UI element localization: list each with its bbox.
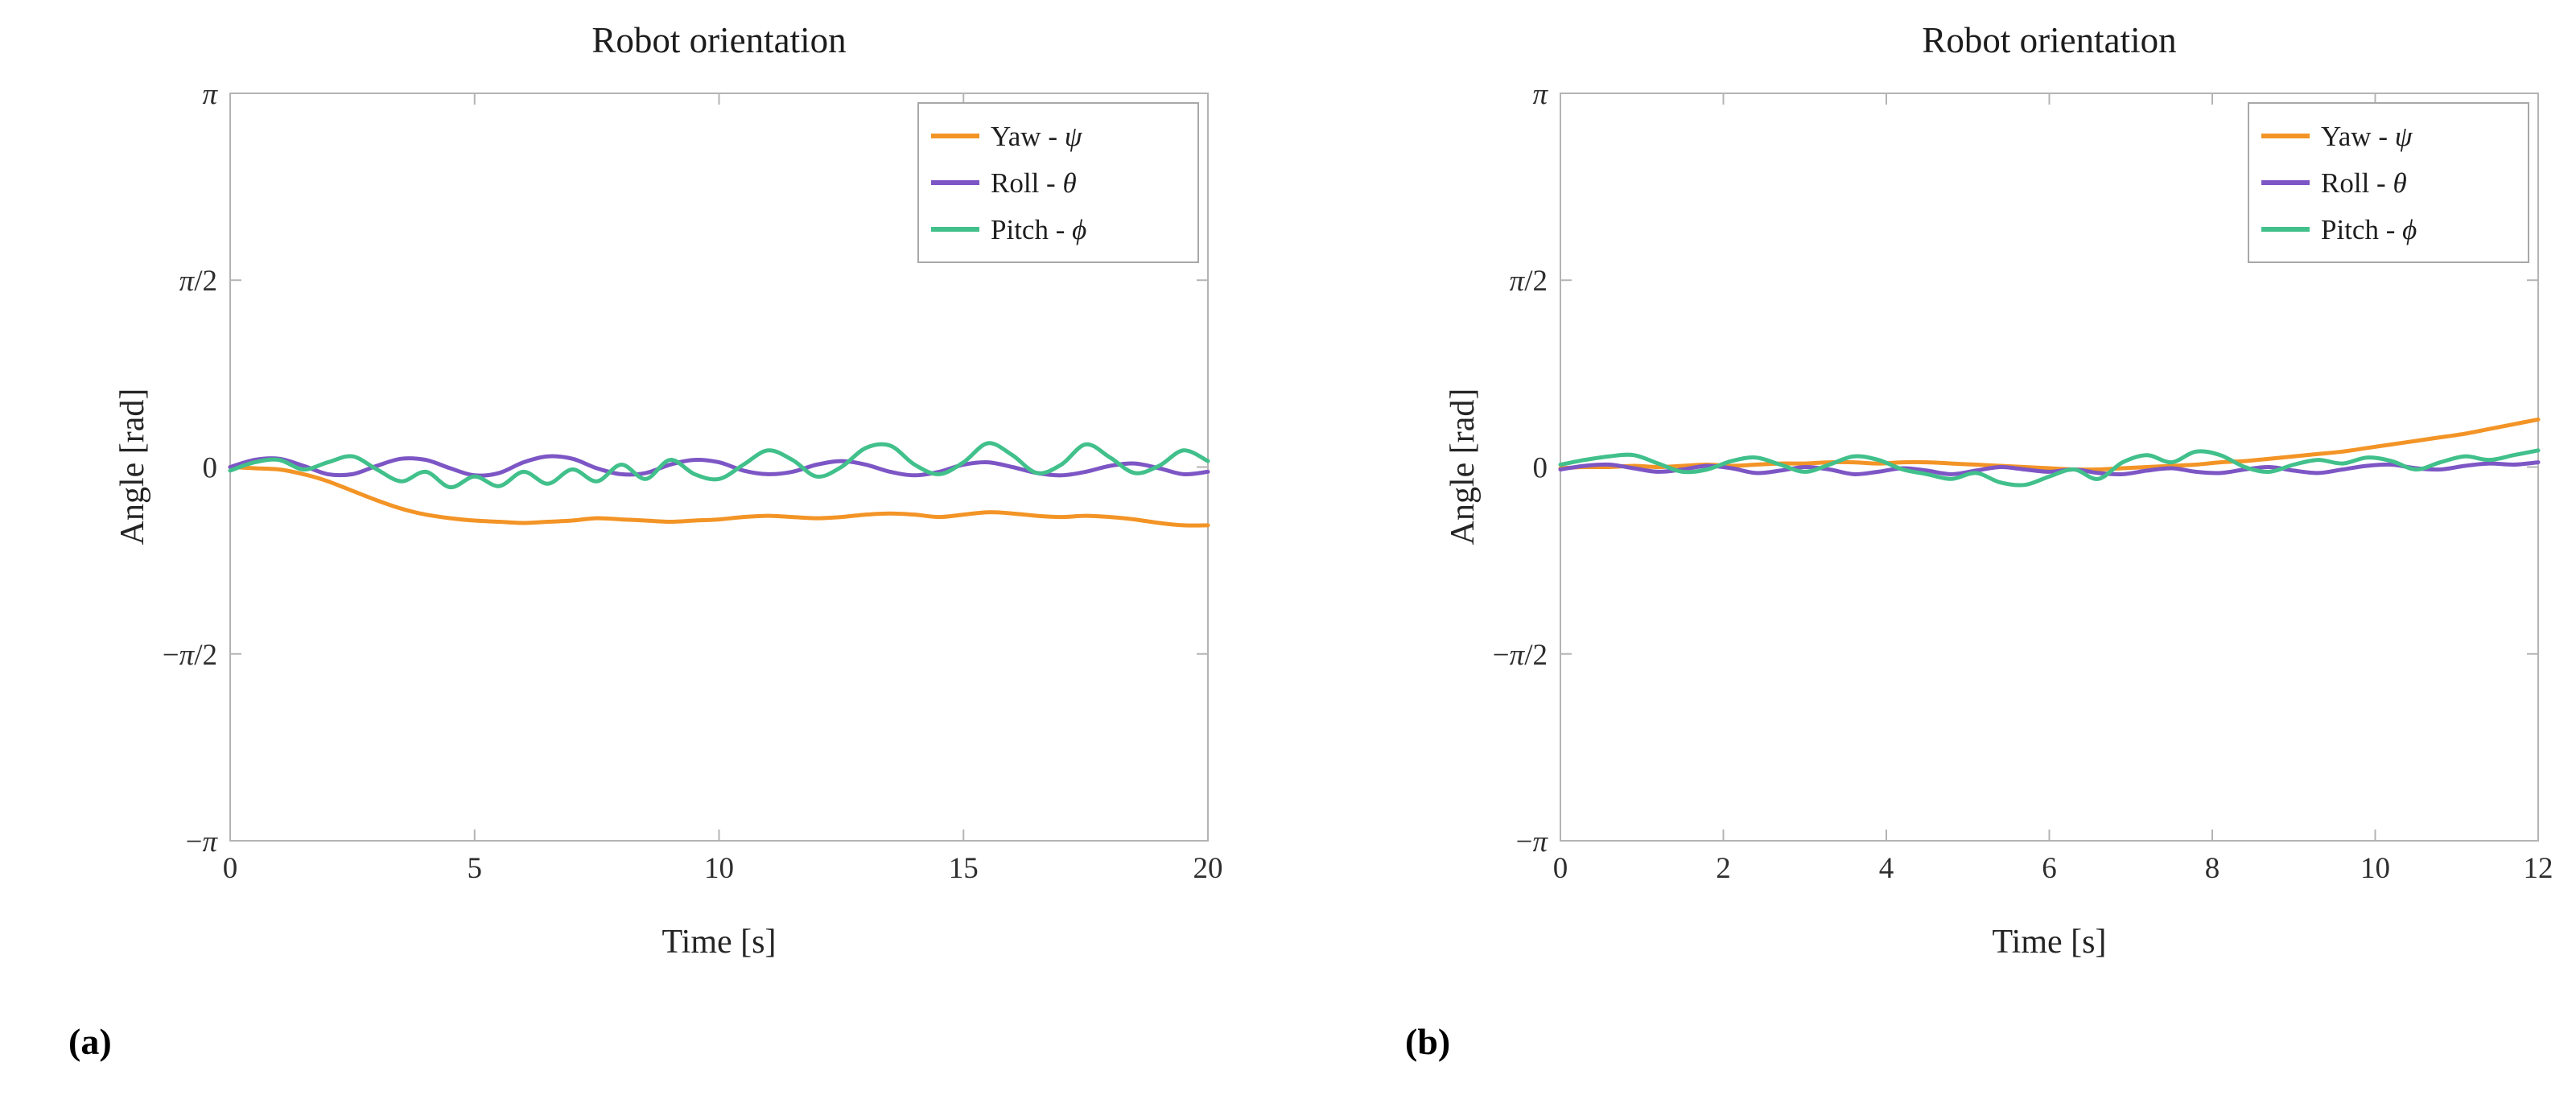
- series-line-yaw: [228, 465, 1210, 528]
- y-tick-label: −π/2: [1493, 639, 1548, 672]
- x-tick-label: 8: [2205, 852, 2220, 885]
- chart-title-b: Robot orientation: [1922, 20, 2177, 60]
- legend-label-roll: Roll - θ: [2321, 167, 2407, 199]
- x-axis-label-a: Time [s]: [662, 924, 777, 961]
- series-line-roll: [1558, 460, 2541, 477]
- x-tick-label: 10: [704, 852, 734, 885]
- series-line-pitch: [228, 441, 1210, 490]
- chart-plot-b: 0 2 4 6 8 10 12 π π/2 0 −π/2 −π Yaw - ψ Roll - θ Pitch…: [1493, 78, 2553, 885]
- x-tick-label: 0: [1553, 852, 1568, 885]
- x-tick-label: 6: [2042, 852, 2057, 885]
- legend-label-yaw: Yaw - ψ: [991, 121, 1083, 152]
- panel-label-a: (a): [68, 1021, 112, 1062]
- y-tick-label: −π/2: [163, 639, 217, 672]
- chart-plot-a: 0 5 10 15 20 π π/2 0 −π/2 −π Yaw - ψ Roll - θ Pitch …: [163, 78, 1223, 885]
- y-tick-label: 0: [203, 452, 218, 485]
- panel-label-b: (b): [1405, 1021, 1451, 1062]
- x-tick-label: 4: [1879, 852, 1894, 885]
- x-tick-label: 0: [223, 852, 238, 885]
- y-tick-label: π: [1532, 78, 1548, 111]
- x-tick-label: 5: [468, 852, 483, 885]
- legend-label-yaw: Yaw - ψ: [2321, 121, 2413, 152]
- x-tick-label: 20: [1193, 852, 1223, 885]
- legend-label-roll: Roll - θ: [991, 167, 1077, 199]
- figure-b: Robot orientation Angle [rad] 0 2 4 6 8 10 12 π…: [1288, 0, 2576, 1095]
- y-tick-label: 0: [1533, 452, 1548, 485]
- figure-a: Robot orientation Angle [rad] 0 5 10 15 20 π π…: [68, 20, 1223, 1062]
- series-line-pitch: [1558, 448, 2541, 488]
- x-tick-label: 10: [2360, 852, 2390, 885]
- x-tick-label: 12: [2524, 852, 2553, 885]
- legend-label-pitch: Pitch - ϕ: [2321, 214, 2417, 245]
- y-tick-label: −π: [186, 825, 219, 858]
- y-tick-label: π/2: [179, 265, 217, 298]
- legend-box: [917, 102, 1199, 263]
- x-tick-label: 2: [1716, 852, 1731, 885]
- x-axis-label-b: Time [s]: [1992, 924, 2107, 961]
- y-tick-label: π/2: [1510, 265, 1548, 298]
- legend-label-pitch: Pitch - ϕ: [991, 214, 1086, 245]
- y-tick-label: −π: [1516, 825, 1549, 858]
- x-tick-label: 15: [949, 852, 979, 885]
- y-tick-label: π: [202, 78, 218, 111]
- chart-title-a: Robot orientation: [591, 20, 847, 60]
